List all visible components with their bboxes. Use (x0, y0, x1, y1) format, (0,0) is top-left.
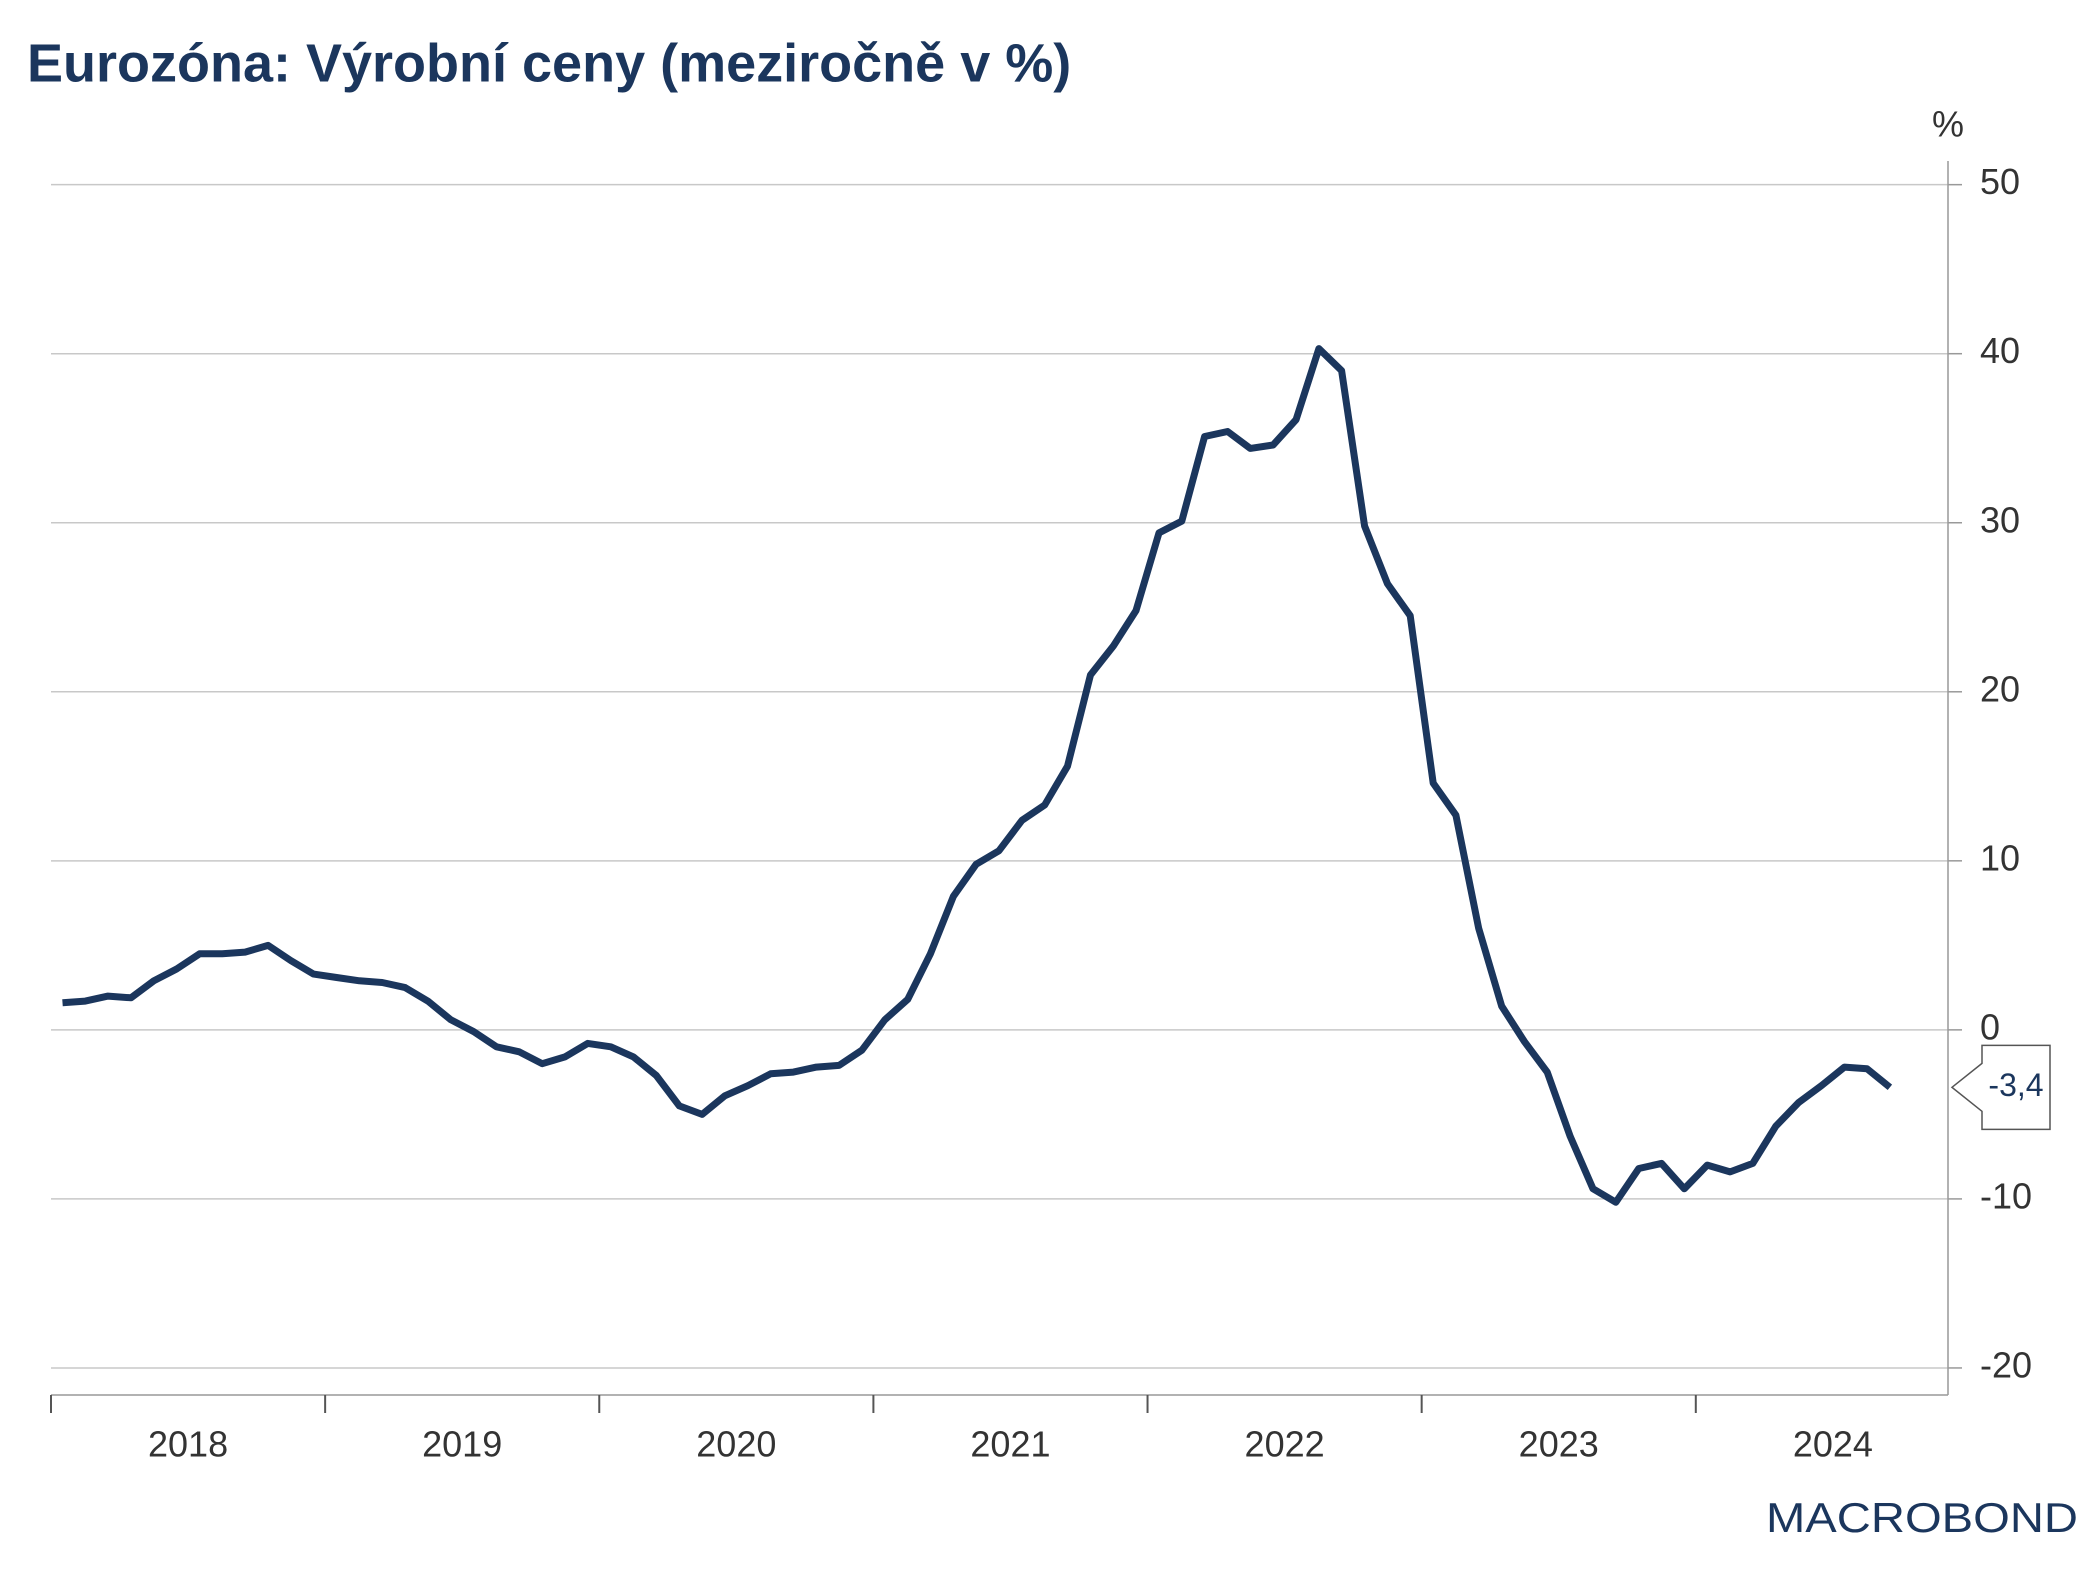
data-line (62, 345, 1893, 1206)
y-tick-label: 10 (1980, 837, 2020, 878)
x-tick-label: 2021 (970, 1424, 1050, 1465)
y-tick-label: 30 (1980, 499, 2020, 540)
x-tick-label: 2018 (148, 1424, 228, 1465)
y-unit: % (1932, 104, 1964, 145)
x-tick-label: 2022 (1245, 1424, 1325, 1465)
y-tick-label: 40 (1980, 330, 2020, 371)
y-tick-label: -10 (1980, 1175, 2032, 1216)
value-tag (1950, 1044, 2051, 1131)
x-tick-label: 2020 (696, 1424, 776, 1465)
source-logo: MACROBOND (1766, 1494, 2078, 1541)
y-tick-label: 20 (1980, 668, 2020, 709)
x-tick-label: 2023 (1519, 1424, 1599, 1465)
y-tick-label: 50 (1980, 161, 2020, 202)
chart-title: Eurozóna: Výrobní ceny (meziročně v %) (27, 33, 1071, 93)
x-tick-label: 2024 (1793, 1424, 1873, 1465)
y-tick-label: -20 (1980, 1344, 2032, 1385)
x-tick-label: 2019 (422, 1424, 502, 1465)
y-tick-label: 0 (1980, 1006, 2000, 1047)
value-tag-label: -3,4 (1988, 1067, 2043, 1103)
